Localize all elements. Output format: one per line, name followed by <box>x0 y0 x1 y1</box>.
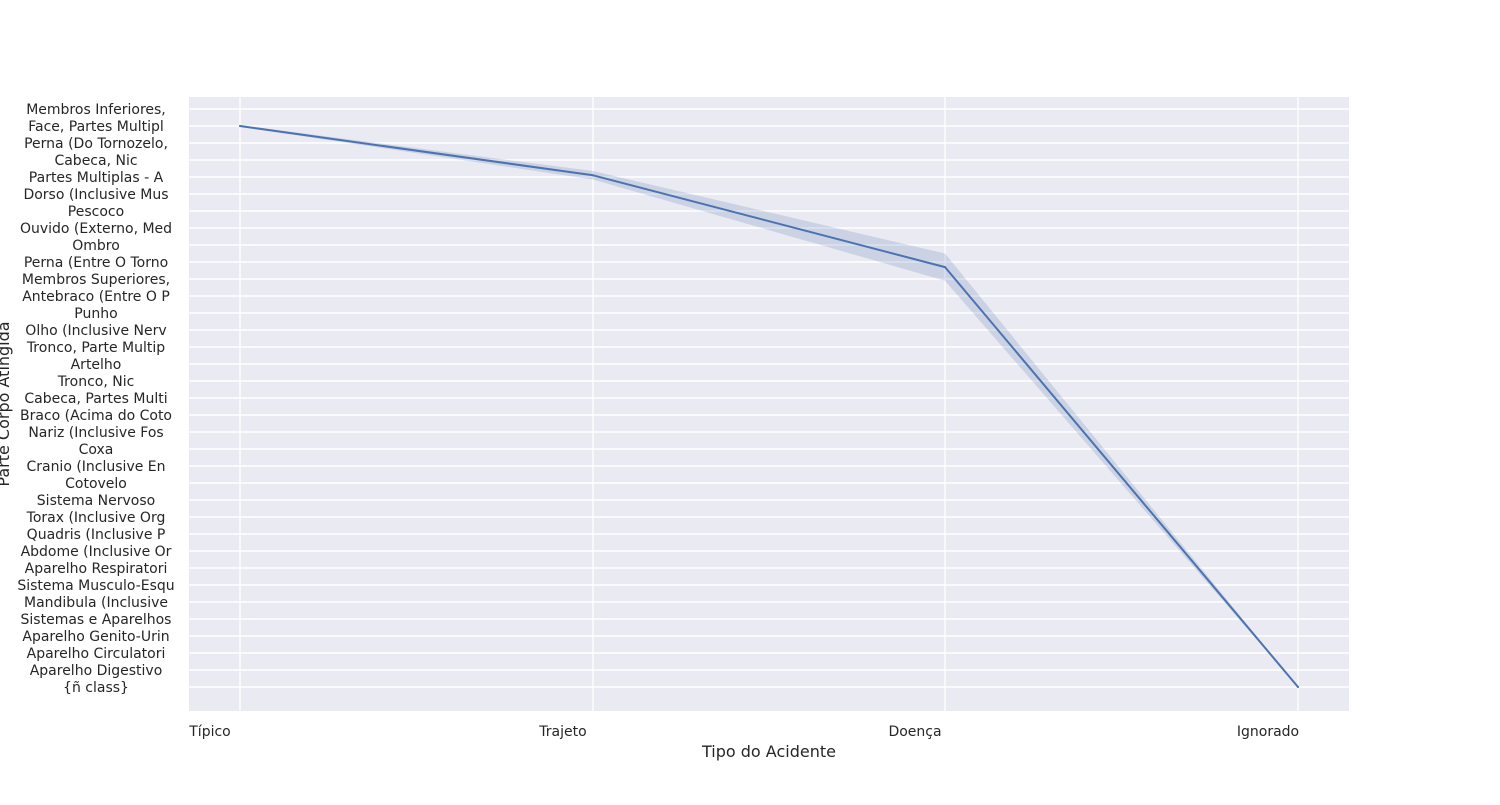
y-tick-label: Olho (Inclusive Nerv <box>25 323 166 339</box>
data-point <box>239 125 241 127</box>
y-tick-label: Coxa <box>79 442 114 458</box>
y-tick-label: Perna (Do Tornozelo, <box>24 136 168 152</box>
y-tick-label: Aparelho Digestivo <box>30 663 163 679</box>
data-point <box>944 266 946 269</box>
y-tick-label: Cabeca, Nic <box>54 153 137 169</box>
y-tick-label: Face, Partes Multipl <box>28 119 164 135</box>
y-tick-label: Punho <box>74 306 117 322</box>
y-tick-label: Membros Superiores, <box>22 272 170 288</box>
data-point <box>592 174 594 177</box>
y-tick-label: Antebraco (Entre O P <box>22 289 170 305</box>
x-tick-label: Ignorado <box>1237 724 1299 740</box>
y-tick-label: {ñ class} <box>63 680 129 696</box>
x-tick-label: Doença <box>888 724 941 740</box>
y-tick-label: Cranio (Inclusive En <box>26 459 165 475</box>
x-tick-label: Típico <box>188 724 230 740</box>
plot-background <box>189 97 1349 711</box>
y-tick-label: Abdome (Inclusive Or <box>21 544 172 560</box>
y-tick-label: Pescoco <box>68 204 124 220</box>
y-tick-label: Perna (Entre O Torno <box>24 255 168 271</box>
y-tick-label: Torax (Inclusive Org <box>26 510 166 526</box>
y-tick-label: Aparelho Circulatori <box>27 646 166 662</box>
y-tick-label: Tronco, Nic <box>57 374 135 390</box>
y-tick-label: Sistemas e Aparelhos <box>21 612 172 628</box>
y-tick-label: Aparelho Respiratori <box>25 561 168 577</box>
y-tick-label: Cotovelo <box>65 476 127 492</box>
y-axis-label: Parte Corpo Atingida <box>0 321 13 486</box>
y-tick-label: Aparelho Genito-Urin <box>22 629 169 645</box>
y-tick-label: Quadris (Inclusive P <box>27 527 166 543</box>
x-grid <box>239 97 1299 711</box>
x-axis-label: Tipo do Acidente <box>701 742 836 761</box>
y-tick-label: Sistema Musculo-Esqu <box>17 578 174 594</box>
y-tick-label: Ombro <box>72 238 120 254</box>
y-tick-label: Dorso (Inclusive Mus <box>23 187 168 203</box>
x-tick-labels: Típico Trajeto Doença Ignorado <box>188 724 1299 740</box>
y-tick-label: Sistema Nervoso <box>37 493 155 509</box>
y-tick-label: Mandibula (Inclusive <box>24 595 168 611</box>
series-line <box>239 125 1299 688</box>
y-grid <box>189 108 1349 688</box>
y-tick-label: Ouvido (Externo, Med <box>20 221 172 237</box>
series-marks <box>239 125 1299 688</box>
x-tick-label: Trajeto <box>538 724 586 740</box>
y-tick-labels: Membros Inferiores, Face, Partes Multipl… <box>17 102 174 696</box>
y-tick-label: Partes Multiplas - A <box>29 170 164 186</box>
y-tick-label: Membros Inferiores, <box>26 102 166 118</box>
y-tick-label: Nariz (Inclusive Fos <box>28 425 163 441</box>
data-point <box>1297 686 1299 688</box>
y-tick-label: Braco (Acima do Coto <box>20 408 172 424</box>
y-tick-label: Tronco, Parte Multip <box>26 340 165 356</box>
y-tick-label: Cabeca, Partes Multi <box>24 391 167 407</box>
y-tick-label: Artelho <box>71 357 122 373</box>
